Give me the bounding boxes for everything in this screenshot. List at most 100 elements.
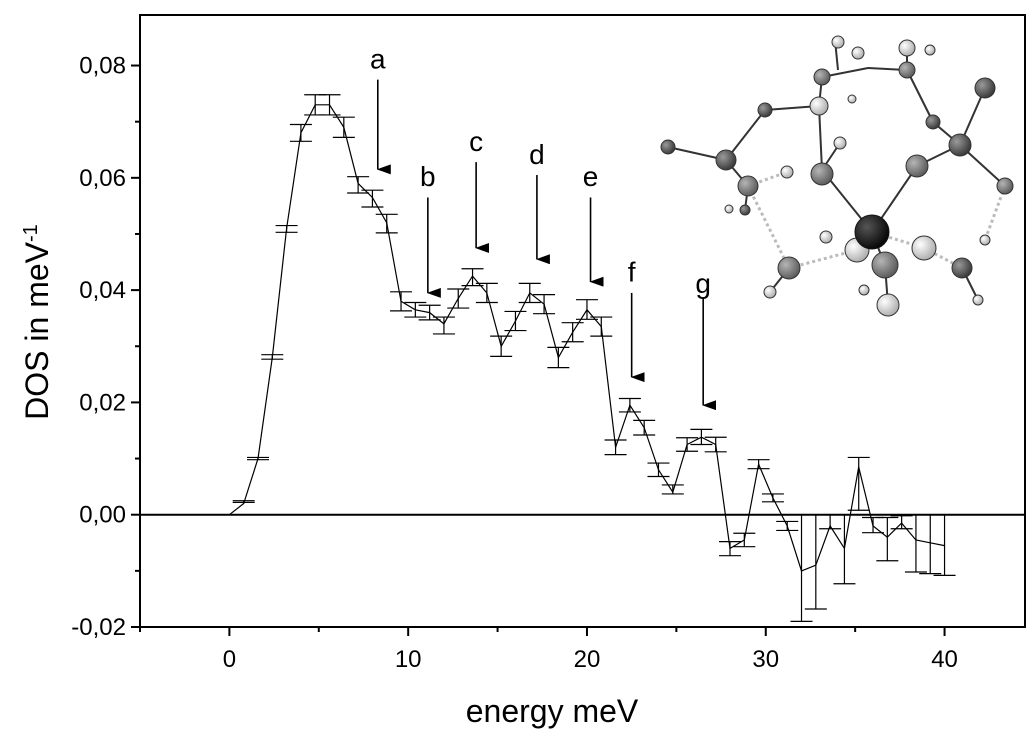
y-axis: -0,02 0,00 0,02 0,04 0,06 0,08 — [71, 53, 140, 641]
error-bar — [575, 299, 598, 320]
peak-label: a — [370, 43, 386, 74]
x-tick-label: 40 — [931, 646, 958, 673]
y-axis-title: DOS in meV-1 — [19, 224, 55, 420]
peak-annotation-b: b — [420, 161, 441, 298]
peak-label: g — [695, 268, 711, 299]
error-bar — [461, 268, 484, 287]
peak-annotation-a: a — [370, 43, 391, 175]
error-bar — [518, 282, 541, 304]
x-tick-label: 30 — [752, 646, 779, 673]
data-point — [943, 544, 946, 547]
data-point — [300, 132, 302, 134]
error-bar — [289, 123, 312, 142]
data-point — [915, 539, 917, 541]
data-point — [901, 522, 903, 524]
error-bar — [819, 514, 842, 530]
error-bar — [833, 514, 856, 585]
error-bar — [633, 419, 656, 436]
y-tick-label: 0,02 — [79, 389, 126, 416]
data-point — [529, 292, 531, 294]
y-tick-label: 0,08 — [79, 53, 126, 80]
error-bar — [432, 316, 455, 335]
y-axis-title-main: DOS in meV — [19, 241, 55, 419]
peak-label: f — [628, 257, 636, 288]
data-point — [457, 297, 459, 300]
data-point — [672, 491, 674, 493]
data-point — [543, 303, 545, 305]
error-bar — [504, 310, 527, 332]
data-point — [858, 466, 860, 468]
data-point — [343, 126, 345, 128]
x-tick-label: 20 — [574, 646, 601, 673]
data-point — [328, 104, 331, 106]
error-bar — [404, 301, 427, 318]
data-point — [386, 222, 388, 224]
error-bar — [933, 514, 956, 576]
error-bar — [776, 520, 799, 532]
error-bar — [719, 541, 741, 557]
error-bar — [347, 176, 370, 194]
error-bar — [375, 213, 398, 234]
error-bar — [661, 484, 684, 495]
data-point — [743, 539, 745, 541]
error-bar — [919, 514, 942, 575]
data-point — [629, 404, 631, 406]
data-point — [843, 547, 846, 549]
x-axis: 0 10 20 30 40 — [139, 627, 958, 673]
peak-annotation-d: d — [529, 139, 550, 265]
data-point — [872, 525, 874, 527]
peak-label: d — [529, 139, 545, 170]
error-bar — [647, 462, 670, 478]
data-point — [657, 469, 660, 471]
data-point — [271, 356, 273, 359]
error-bar — [862, 516, 885, 534]
data-point — [815, 564, 817, 566]
peak-annotation-g: g — [695, 268, 717, 411]
data-point — [929, 542, 931, 544]
error-bar — [275, 224, 298, 233]
data-point — [715, 443, 717, 446]
error-bar — [561, 322, 584, 343]
error-bar — [361, 189, 384, 208]
error-bar — [747, 459, 770, 470]
error-bar — [390, 291, 413, 312]
error-bar — [704, 436, 727, 453]
error-bar — [690, 428, 713, 446]
y-tick-label: 0,04 — [79, 277, 126, 304]
error-bar — [232, 500, 255, 505]
error-bar — [490, 335, 513, 357]
data-point — [429, 311, 431, 314]
data-point — [758, 463, 760, 465]
error-bar — [733, 532, 756, 548]
error-bar — [876, 516, 899, 562]
data-point — [471, 275, 474, 277]
error-bar — [318, 94, 341, 116]
error-bar — [761, 493, 784, 503]
data-point — [228, 514, 230, 516]
error-bar — [676, 437, 699, 452]
y-tick-label: 0,06 — [79, 165, 126, 192]
error-bar — [847, 456, 870, 511]
data-point — [286, 227, 288, 229]
peak-annotation-c: c — [469, 126, 490, 254]
data-point — [371, 196, 374, 199]
data-point — [614, 446, 617, 448]
peak-label: e — [583, 161, 599, 192]
data-point — [772, 497, 774, 499]
peak-label: c — [469, 126, 483, 157]
peak-label: b — [420, 161, 436, 192]
data-point — [586, 309, 588, 311]
data-point — [400, 300, 402, 302]
annotation-layer: a b c d e f g — [370, 43, 717, 411]
error-bar — [418, 304, 441, 321]
error-bar — [890, 515, 913, 530]
error-bar — [590, 316, 613, 337]
error-bar — [447, 288, 470, 309]
data-point — [886, 536, 888, 538]
data-point — [257, 457, 259, 460]
data-point — [414, 309, 416, 311]
y-tick-label: -0,02 — [71, 614, 126, 641]
error-bar — [332, 116, 355, 138]
error-bar — [475, 282, 498, 304]
